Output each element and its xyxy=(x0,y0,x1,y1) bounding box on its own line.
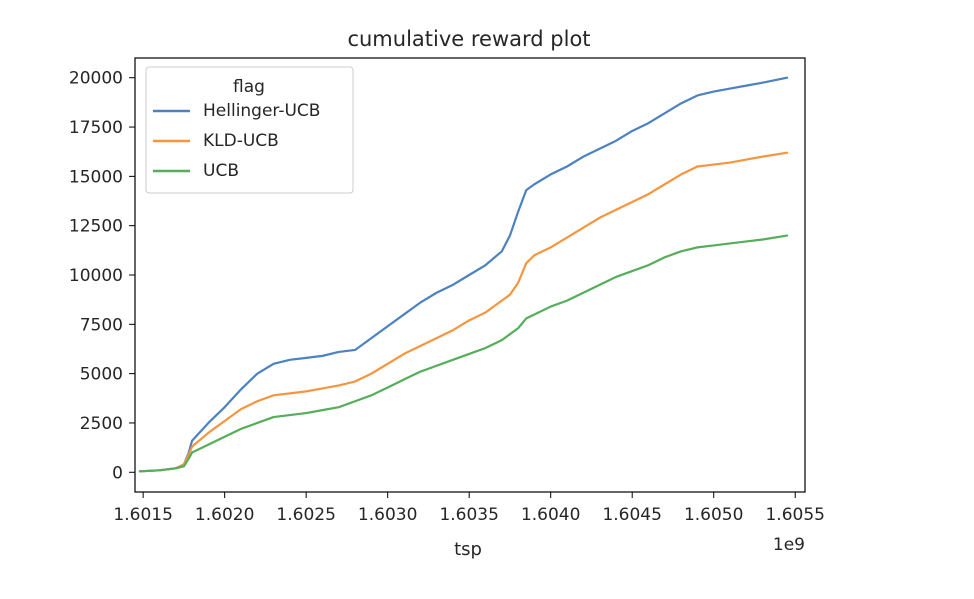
legend-entry-label: Hellinger-UCB xyxy=(203,101,320,121)
series-layer xyxy=(138,76,789,473)
x-tick-label: 1.6035 xyxy=(439,505,498,525)
x-tick-label: 1.6030 xyxy=(358,505,417,525)
legend-title: flag xyxy=(233,77,265,97)
x-axis-offset-label: 1e9 xyxy=(773,535,805,555)
y-tick-label: 2500 xyxy=(80,414,123,434)
y-tick-label: 7500 xyxy=(80,315,123,335)
series-line-0 xyxy=(138,76,789,473)
x-tick-label: 1.6045 xyxy=(602,505,661,525)
legend-box xyxy=(145,66,354,194)
x-tick-label: 1.6020 xyxy=(195,505,254,525)
y-tick-label: 17500 xyxy=(69,118,123,138)
y-tick-label: 12500 xyxy=(69,217,123,237)
y-axis: 0 2500 5000 7500 10000 12500 15000 17500 20000 xyxy=(69,69,135,483)
series-line-1 xyxy=(138,151,789,473)
x-tick-label: 1.6050 xyxy=(684,505,743,525)
legend-entries: Hellinger-UCB KLD-UCB UCB xyxy=(153,101,320,181)
x-axis: 1.6015 1.6020 1.6025 1.6030 1.6035 1.6040 1.60… xyxy=(113,492,825,525)
legend-entry-label: KLD-UCB xyxy=(203,131,279,151)
x-axis-title: tsp xyxy=(454,539,482,560)
legend: flag Hellinger-UCB KLD-UCB UCB xyxy=(145,66,354,194)
series-line-2 xyxy=(138,234,789,473)
y-tick-label: 0 xyxy=(112,463,123,483)
x-tick-label: 1.6055 xyxy=(765,505,824,525)
y-tick-label: 10000 xyxy=(69,266,123,286)
chart-title: cumulative reward plot xyxy=(347,27,590,51)
x-tick-label: 1.6040 xyxy=(521,505,580,525)
y-tick-label: 15000 xyxy=(69,167,123,187)
x-tick-label: 1.6015 xyxy=(113,505,172,525)
legend-entry-label: UCB xyxy=(203,161,239,181)
x-tick-label: 1.6025 xyxy=(276,505,335,525)
y-tick-label: 5000 xyxy=(80,365,123,385)
y-tick-label: 20000 xyxy=(69,69,123,89)
